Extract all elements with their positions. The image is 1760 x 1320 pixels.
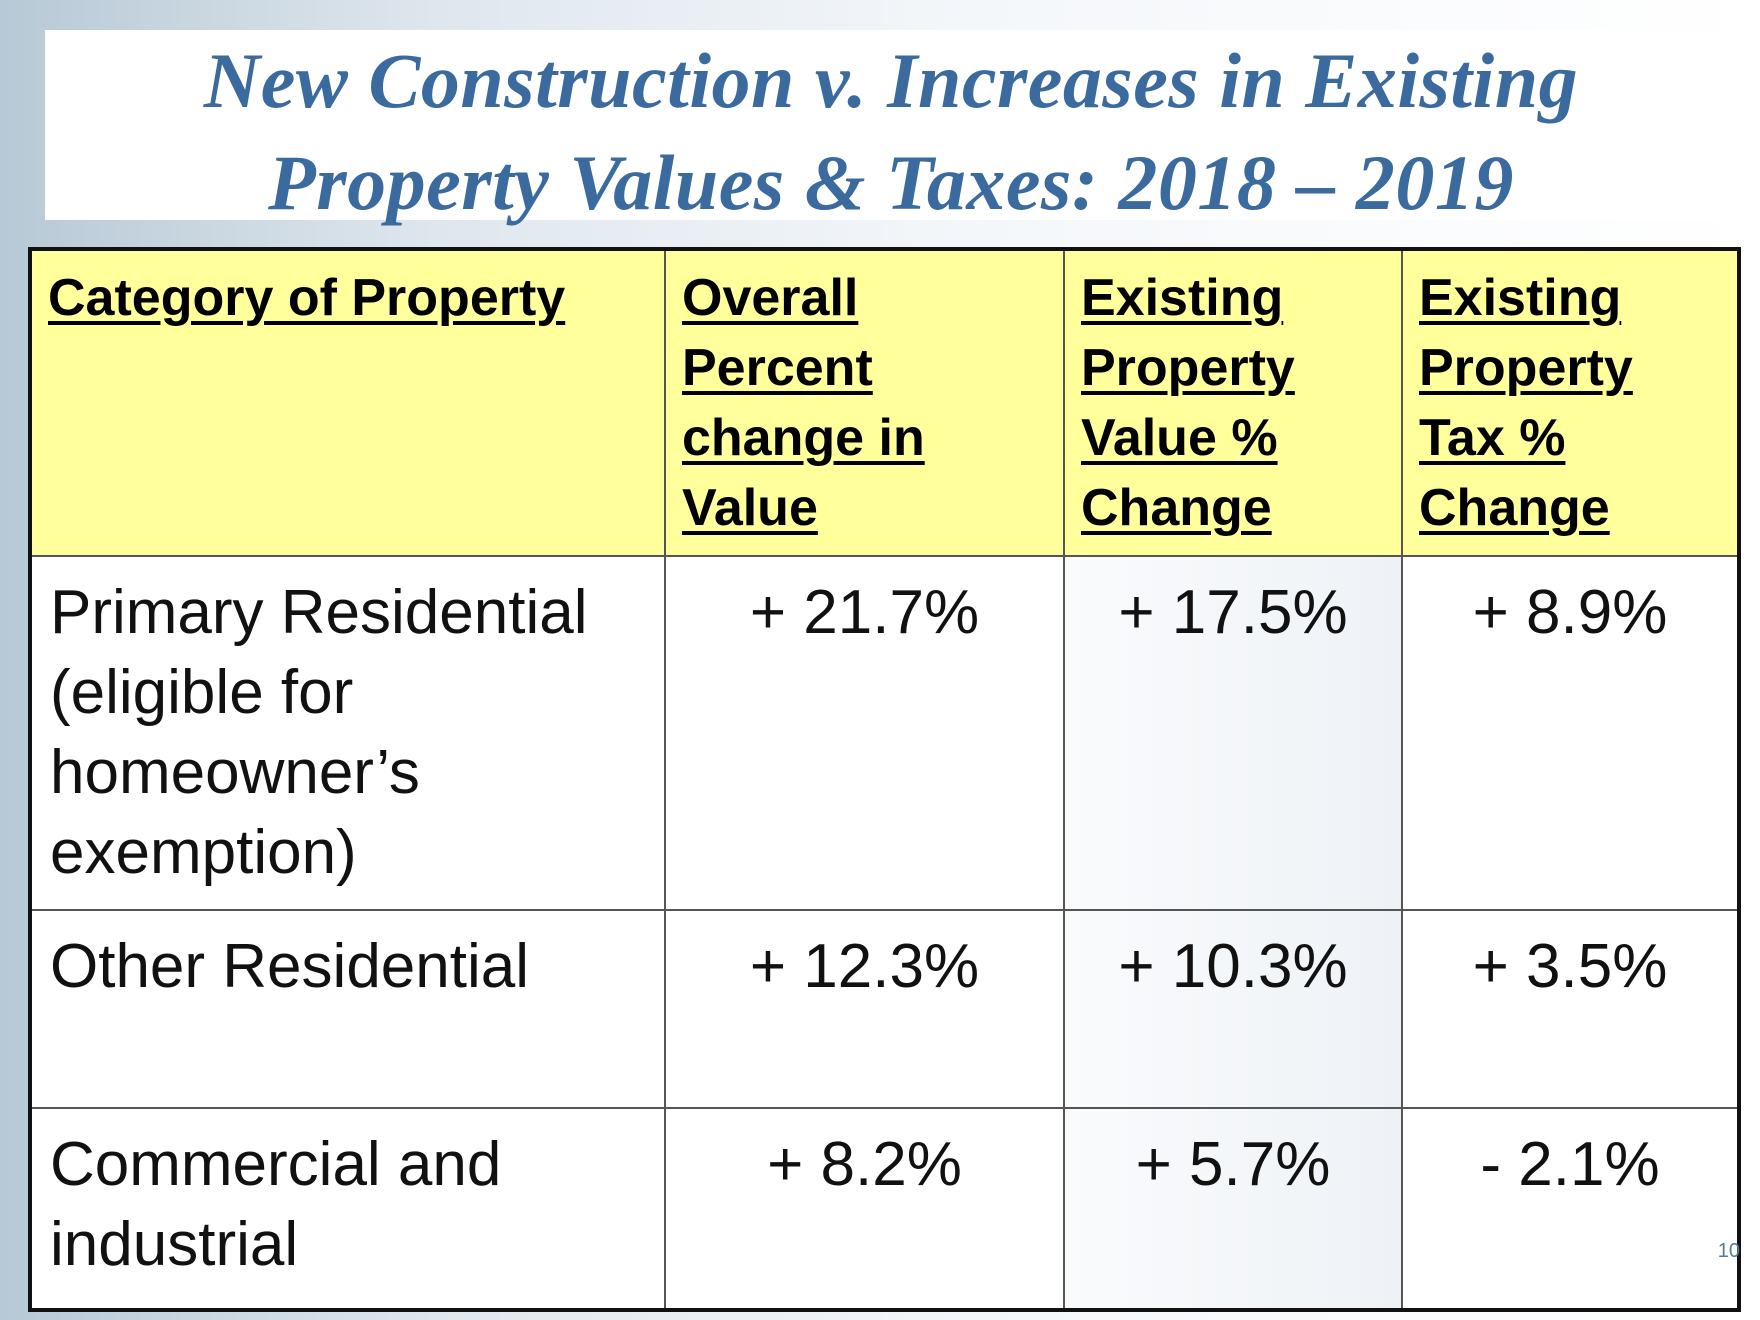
existing-value-cell: + 10.3% [1063, 909, 1403, 1109]
header-cell: Category of Property [29, 248, 666, 557]
category-cell: Commercial and industrial [29, 1107, 666, 1311]
title-line-2: Property Values & Taxes: 2018 – 2019 [268, 139, 1514, 226]
header-cell: Overall Percent change in Value [664, 248, 1065, 557]
slide-title: New Construction v. Increases in Existin… [45, 30, 1737, 226]
existing-tax-cell: + 3.5% [1401, 909, 1740, 1109]
overall-change-cell: + 21.7% [664, 555, 1065, 911]
property-change-table: Category of Property Overall Percent cha… [28, 247, 1741, 1312]
table-row: Primary Residential (eligible for homeow… [29, 555, 1740, 911]
header-cell: Existing Property Value % Change [1063, 248, 1403, 557]
existing-tax-cell: - 2.1% [1401, 1107, 1740, 1311]
title-line-1: New Construction v. Increases in Existin… [203, 37, 1579, 124]
existing-value-cell: + 17.5% [1063, 555, 1403, 911]
category-cell: Primary Residential (eligible for homeow… [29, 555, 666, 911]
overall-change-cell: + 12.3% [664, 909, 1065, 1109]
existing-value-cell: + 5.7% [1063, 1107, 1403, 1311]
header-cell: Existing Property Tax % Change [1401, 248, 1740, 557]
table-row: Other Residential + 12.3% + 10.3% + 3.5% [29, 909, 1740, 1109]
slide-number: 10 [1717, 1240, 1740, 1262]
table-header-row: Category of Property Overall Percent cha… [29, 248, 1740, 557]
existing-tax-cell: + 8.9% [1401, 555, 1740, 911]
overall-change-cell: + 8.2% [664, 1107, 1065, 1311]
category-cell: Other Residential [29, 909, 666, 1109]
table-row: Commercial and industrial + 8.2% + 5.7% … [29, 1107, 1740, 1311]
